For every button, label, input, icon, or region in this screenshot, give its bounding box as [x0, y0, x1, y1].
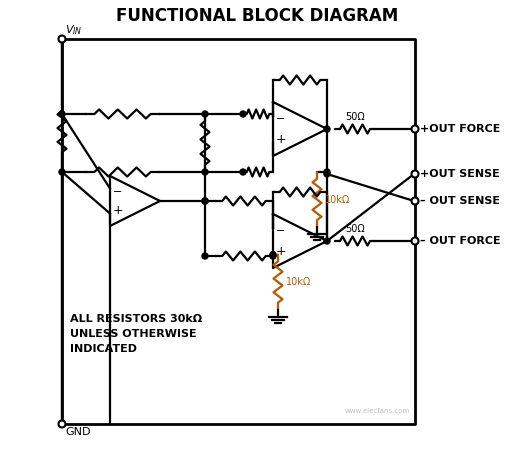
Circle shape [59, 420, 65, 428]
Text: +: + [276, 133, 286, 146]
Text: 10kΩ: 10kΩ [325, 195, 350, 205]
Text: ALL RESISTORS 30kΩ: ALL RESISTORS 30kΩ [70, 314, 202, 324]
Text: +: + [113, 204, 123, 217]
Circle shape [324, 126, 330, 132]
Text: GND: GND [65, 427, 91, 437]
Text: – OUT SENSE: – OUT SENSE [420, 196, 500, 206]
Text: −: − [113, 187, 123, 197]
Circle shape [202, 198, 208, 204]
Circle shape [59, 35, 65, 43]
Circle shape [202, 198, 208, 204]
Text: www.elecfans.com: www.elecfans.com [345, 408, 410, 414]
Text: −: − [277, 114, 286, 124]
Circle shape [411, 171, 419, 178]
Circle shape [270, 252, 276, 257]
Text: −: − [277, 226, 286, 236]
Circle shape [411, 197, 419, 204]
Text: +: + [276, 245, 286, 258]
Circle shape [324, 169, 330, 175]
Circle shape [324, 171, 330, 177]
Circle shape [59, 169, 65, 175]
Text: 10kΩ: 10kΩ [286, 277, 311, 287]
Text: UNLESS OTHERWISE: UNLESS OTHERWISE [70, 329, 197, 339]
Circle shape [270, 253, 276, 259]
Text: – OUT FORCE: – OUT FORCE [420, 236, 501, 246]
Circle shape [202, 253, 208, 259]
Circle shape [59, 111, 65, 117]
Text: FUNCTIONAL BLOCK DIAGRAM: FUNCTIONAL BLOCK DIAGRAM [116, 7, 398, 25]
Circle shape [411, 237, 419, 245]
Text: INDICATED: INDICATED [70, 344, 137, 354]
Text: 50Ω: 50Ω [345, 112, 365, 122]
Text: $V_{IN}$: $V_{IN}$ [65, 23, 82, 37]
Circle shape [202, 111, 208, 117]
Circle shape [240, 169, 246, 175]
Text: +OUT SENSE: +OUT SENSE [420, 169, 500, 179]
Text: +OUT FORCE: +OUT FORCE [420, 124, 501, 134]
Circle shape [240, 111, 246, 117]
Circle shape [324, 238, 330, 244]
Circle shape [202, 169, 208, 175]
Circle shape [411, 125, 419, 133]
Text: 50Ω: 50Ω [345, 224, 365, 234]
